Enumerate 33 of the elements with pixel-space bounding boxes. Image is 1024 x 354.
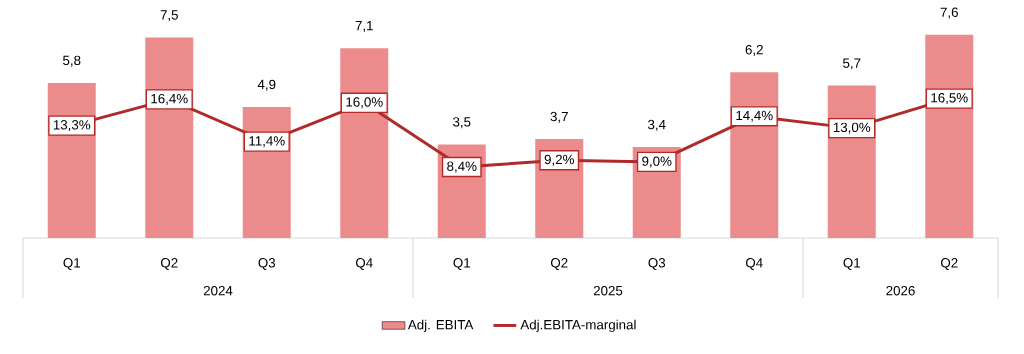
data-label: 11,4% [249,136,285,148]
legend-label: Adj.EBITA-marginal [520,319,636,333]
x-tick-label: Q2 [160,258,178,270]
data-label: 7,6 [940,7,958,19]
data-label: 4,9 [257,79,276,91]
x-tick-label: Q3 [648,258,666,270]
x-tick-label: Q3 [258,258,276,270]
x-tick-label: Q4 [745,258,763,270]
x-tick-label: Q2 [940,258,958,270]
data-label: 5,8 [63,55,81,67]
bar [145,37,194,238]
text: 2025 [593,285,623,296]
x-tick-label: Q1 [63,258,81,270]
data-label: 5,7 [843,58,861,70]
data-label: 14,4% [736,110,773,122]
data-label: 7,1 [355,21,373,32]
data-label: 6,2 [745,44,763,56]
text: 2024 [203,285,233,296]
x-tick-label: Q2 [550,258,568,270]
data-label: 7,5 [160,10,178,22]
data-label: 3,5 [452,117,471,129]
text: 2026 [886,285,915,296]
data-label: 16,4% [151,93,188,105]
data-label: 3,7 [550,111,568,123]
x-tick-label: Q4 [355,258,373,270]
x-tick-label: Q1 [843,258,861,270]
data-label: 13,3% [53,120,91,132]
x-tick-label: Q1 [453,258,471,270]
data-label: 16,0% [346,97,383,109]
data-label: 13,0% [833,122,871,134]
data-label: 3,4 [647,119,666,131]
legend-label: Adj. EBITA [407,319,474,333]
data-label: 16,5% [931,93,968,105]
